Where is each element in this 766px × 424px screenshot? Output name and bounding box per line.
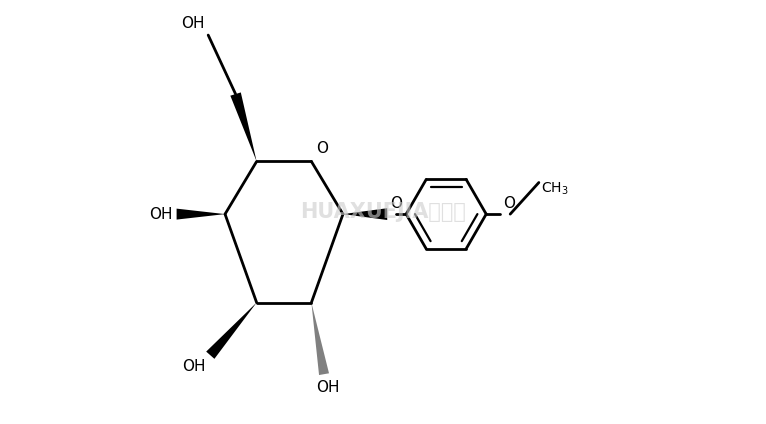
Text: CH$_3$: CH$_3$ <box>541 180 568 197</box>
Text: OH: OH <box>316 380 340 396</box>
Text: OH: OH <box>182 16 205 31</box>
Text: HUAXUEJIA化学加: HUAXUEJIA化学加 <box>300 202 466 222</box>
Text: O: O <box>503 196 516 211</box>
Polygon shape <box>206 303 257 359</box>
Text: OH: OH <box>182 360 206 374</box>
Polygon shape <box>343 208 387 220</box>
Text: O: O <box>316 141 329 156</box>
Polygon shape <box>177 209 225 220</box>
Text: O: O <box>390 196 401 211</box>
Text: OH: OH <box>149 206 172 222</box>
Polygon shape <box>231 92 257 162</box>
Polygon shape <box>312 303 329 375</box>
